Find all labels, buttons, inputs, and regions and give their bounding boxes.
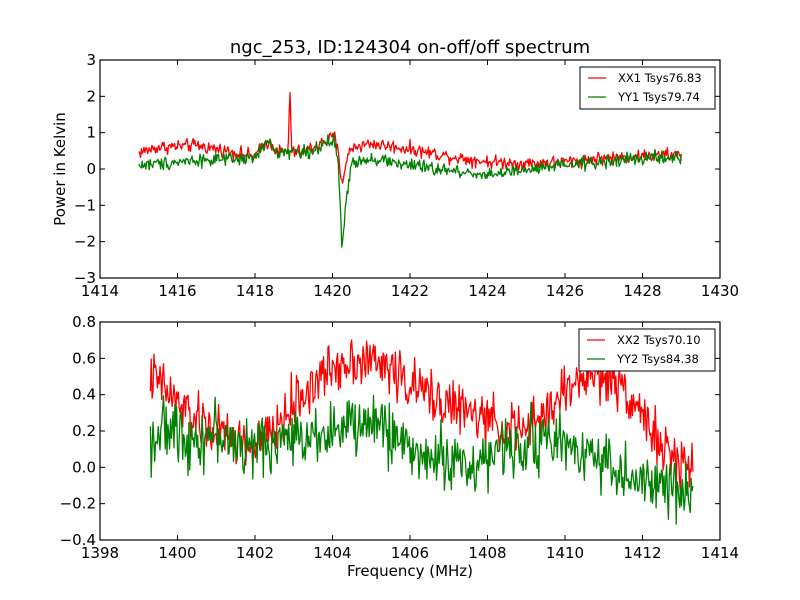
series-line-yy2: [149, 394, 694, 525]
x-tick-label: 1408: [468, 544, 506, 562]
x-tick-label: 1402: [236, 544, 274, 562]
legend: XX2 Tsys70.10 YY2 Tsys84.38: [578, 328, 716, 372]
y-tick-label: −1: [74, 196, 96, 214]
x-tick-label: 1412: [623, 544, 661, 562]
legend-label: XX1 Tsys76.83: [618, 71, 702, 85]
x-tick-label: 1418: [236, 282, 274, 300]
y-tick-label: −3: [74, 269, 96, 287]
y-tick-label: 0.6: [72, 349, 96, 367]
x-axis-title: Frequency (MHz): [347, 562, 473, 580]
y-tick-label: 3: [86, 51, 96, 69]
y-tick-label: 0.4: [72, 386, 96, 404]
y-tick-label: 0: [86, 160, 96, 178]
x-tick-label: 1426: [546, 282, 584, 300]
y-tick-label: 0.0: [72, 458, 96, 476]
top-plot: 1414 1416 1418 1420 1422 1424 1426 1428 1430 3 2 1 0…: [51, 51, 739, 300]
x-tick-label: 1430: [701, 282, 739, 300]
x-tick-label: 1414: [701, 544, 739, 562]
x-tick-label: 1422: [391, 282, 429, 300]
x-tick-label: 1424: [468, 282, 506, 300]
legend: XX1 Tsys76.83 YY1 Tsys79.74: [579, 66, 716, 110]
y-tick-label: 0.2: [72, 422, 96, 440]
x-tick-label: 1400: [158, 544, 196, 562]
legend-box: [579, 66, 716, 110]
bottom-plot: 1398 1400 1402 1404 1406 1408 1410 1412 1414 0.8 0…: [60, 313, 740, 580]
legend-label: YY1 Tsys79.74: [617, 90, 700, 104]
x-tick-label: 1398: [81, 544, 119, 562]
legend-label: YY2 Tsys84.38: [616, 352, 699, 366]
y-tick-label: 1: [86, 124, 96, 142]
x-tick-label: 1428: [623, 282, 661, 300]
y-axis-title: Power in Kelvin: [51, 112, 69, 226]
y-tick-label: 2: [86, 87, 96, 105]
series-line-yy1: [138, 132, 682, 248]
x-tick-label: 1406: [391, 544, 429, 562]
y-tick-label: −0.2: [60, 495, 96, 513]
chart-title: ngc_253, ID:124304 on-off/off spectrum: [230, 37, 590, 58]
legend-label: XX2 Tsys70.10: [617, 333, 701, 347]
x-tick-label: 1416: [158, 282, 196, 300]
y-tick-label: −0.4: [60, 531, 96, 549]
x-tick-label: 1404: [313, 544, 351, 562]
y-tick-label: 0.8: [72, 313, 96, 331]
legend-box: [578, 328, 716, 372]
x-tick-label: 1420: [313, 282, 351, 300]
x-tick-label: 1414: [81, 282, 119, 300]
y-tick-label: −2: [74, 233, 96, 251]
x-tick-label: 1410: [546, 544, 584, 562]
